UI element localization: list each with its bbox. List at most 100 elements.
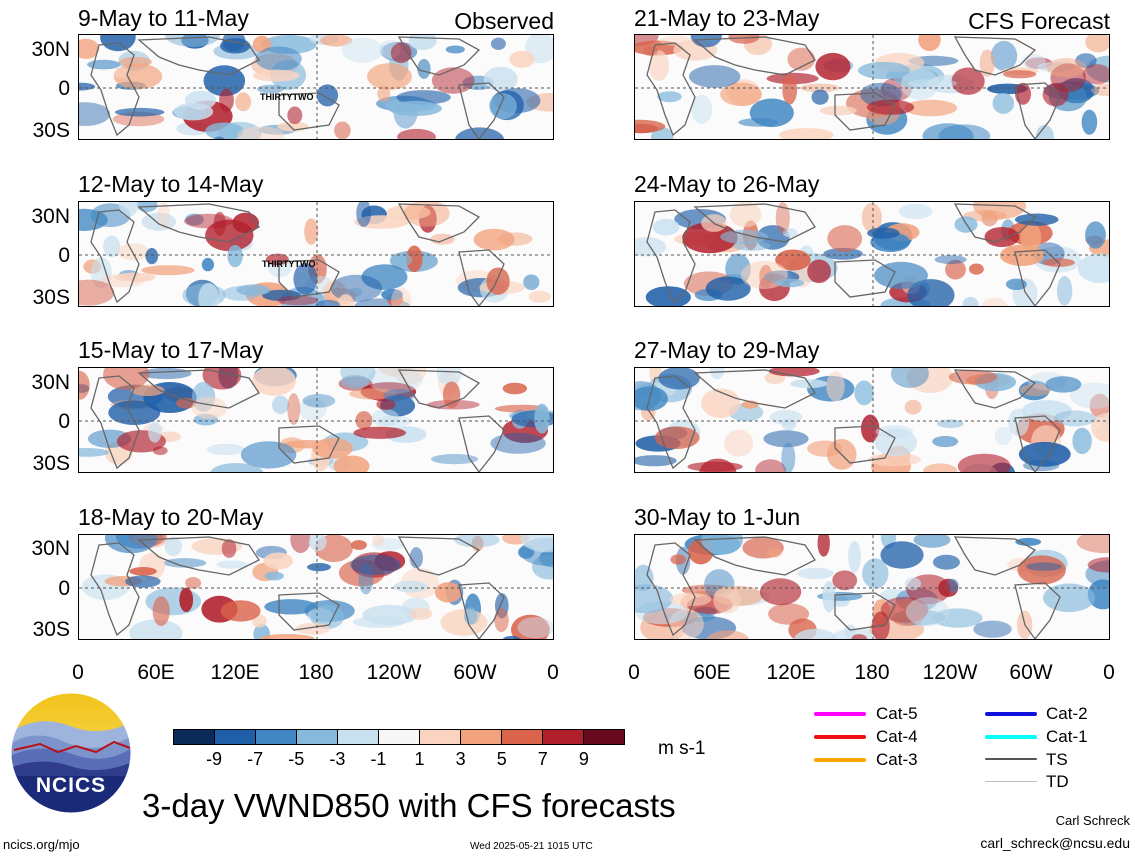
anomaly-blob: [981, 297, 1008, 306]
lon-label: 120W: [366, 661, 422, 684]
anomaly-blob: [1019, 383, 1051, 397]
anomaly-blob: [1077, 253, 1109, 283]
anomaly-blob: [308, 535, 327, 552]
anomaly-blob: [732, 241, 771, 251]
anomaly-blob: [654, 426, 700, 449]
colorbar-tick-label: 3: [455, 749, 466, 769]
anomaly-blob: [932, 435, 959, 448]
map-panel-left-1: [78, 34, 554, 140]
anomaly-blob: [381, 288, 403, 301]
anomaly-blob: [1045, 376, 1082, 393]
anomaly-blob: [984, 227, 1020, 247]
anomaly-blob: [353, 426, 407, 439]
anomaly-blob: [1005, 278, 1027, 290]
lat-label: 0: [58, 244, 70, 267]
vwnd-field: [79, 35, 553, 139]
anomaly-blob: [709, 368, 725, 380]
colorbar-tick-label: 5: [496, 749, 507, 769]
anomaly-blob: [826, 371, 845, 402]
anomaly-blob: [699, 458, 737, 472]
anomaly-blob: [1082, 64, 1109, 85]
anomaly-blob: [509, 50, 535, 68]
colorbar-cell: [214, 730, 255, 744]
anomaly-blob: [390, 42, 412, 64]
anomaly-blob: [645, 286, 691, 306]
anomaly-blob: [367, 63, 412, 90]
anomaly-blob: [635, 584, 674, 614]
legend-swatch-cat2: [985, 712, 1037, 716]
anomaly-blob: [293, 263, 318, 295]
anomaly-blob: [918, 35, 941, 52]
anomaly-blob: [1056, 276, 1073, 306]
anomaly-blob: [201, 257, 214, 272]
anomaly-blob: [148, 421, 162, 443]
anomaly-blob: [87, 59, 121, 70]
anomaly-blob: [962, 296, 979, 306]
colorbar-cell: [501, 730, 542, 744]
author-email[interactable]: carl_schreck@ncsu.edu: [980, 835, 1130, 851]
anomaly-blob: [1020, 222, 1042, 253]
anomaly-blob: [202, 368, 242, 390]
anomaly-blob: [1003, 70, 1037, 79]
anomaly-blob: [157, 202, 170, 229]
anomaly-blob: [235, 92, 252, 112]
anomaly-blob: [635, 119, 666, 134]
map-panel-right-1: [634, 34, 1110, 140]
colorbar-cell: [174, 730, 214, 744]
anomaly-blob: [431, 67, 475, 94]
anomaly-blob: [213, 136, 225, 139]
anomaly-blob: [844, 624, 857, 639]
legend-swatch-cat1: [985, 735, 1037, 739]
anomaly-blob: [264, 571, 284, 581]
anomaly-blob: [874, 428, 918, 457]
anomaly-blob: [823, 247, 863, 260]
anomaly-blob: [755, 459, 786, 472]
lat-label: 30S: [32, 286, 70, 309]
lon-label: 60E: [137, 661, 175, 684]
anomaly-blob: [406, 245, 423, 273]
anomaly-blob: [807, 440, 843, 457]
footer-url[interactable]: ncics.org/mjo: [3, 837, 80, 852]
anomaly-blob: [490, 37, 506, 50]
legend-label-cat4: Cat-4: [876, 727, 918, 746]
anomaly-blob: [103, 368, 150, 390]
colorbar-cell: [337, 730, 378, 744]
colorbar-units: m s-1: [658, 738, 706, 759]
anomaly-blob: [819, 105, 857, 116]
map-panel-left-2: [78, 201, 554, 307]
anomaly-blob: [945, 259, 966, 280]
legend-label-td: TD: [1046, 772, 1069, 791]
ncics-logo-icon: [10, 692, 132, 814]
anomaly-blob: [100, 274, 145, 288]
ncics-logo: NCICS: [10, 692, 132, 814]
anomaly-blob: [938, 124, 991, 139]
anomaly-blob: [79, 448, 109, 457]
coastline: [137, 36, 260, 76]
anomaly-blob: [1076, 535, 1109, 554]
anomaly-blob: [125, 575, 161, 588]
anomaly-blob: [340, 374, 370, 389]
anomaly-blob: [520, 535, 553, 553]
anomaly-blob: [393, 368, 427, 385]
coastline: [278, 92, 340, 131]
anomaly-blob: [334, 121, 351, 139]
storm-label: THIRTYTWO: [260, 92, 314, 102]
lat-label: 0: [58, 77, 70, 100]
lat-label: 30N: [31, 371, 70, 394]
coastline: [834, 425, 896, 464]
anomaly-blob: [957, 453, 1011, 472]
anomaly-blob: [934, 255, 967, 265]
colorbar-cell: [296, 730, 337, 744]
anomaly-blob: [907, 279, 955, 306]
coastline: [397, 203, 481, 243]
anomaly-blob: [298, 397, 327, 421]
colorbar: [173, 729, 625, 745]
anomaly-blob: [969, 263, 984, 275]
anomaly-blob: [220, 600, 261, 622]
anomaly-blob: [79, 82, 96, 91]
anomaly-blob: [408, 35, 437, 51]
anomaly-blob: [489, 93, 517, 120]
colorbar-cell: [583, 730, 624, 744]
anomaly-blob: [179, 587, 194, 612]
anomaly-blob: [729, 202, 762, 228]
